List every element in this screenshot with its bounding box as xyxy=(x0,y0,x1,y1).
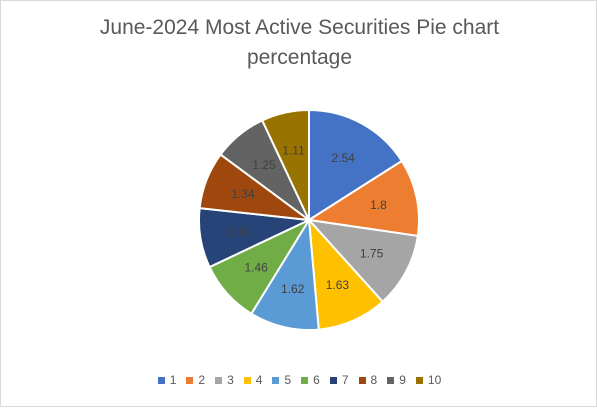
legend-swatch-1 xyxy=(157,376,165,384)
legend-swatch-7 xyxy=(329,376,337,384)
legend-item-2: 2 xyxy=(186,373,205,387)
legend-label-1: 1 xyxy=(169,373,177,387)
legend-item-7: 7 xyxy=(329,373,349,387)
legend-item-5: 5 xyxy=(272,373,291,387)
data-label-1: 2.54 xyxy=(331,151,355,165)
legend-label-10: 10 xyxy=(427,373,442,387)
data-label-9: 1.25 xyxy=(252,158,276,172)
legend-label-2: 2 xyxy=(198,373,206,387)
pie-slice-3 xyxy=(308,219,419,303)
data-label-7: 1.39 xyxy=(227,225,251,239)
pie-slice-4 xyxy=(308,219,384,331)
legend-item-10: 10 xyxy=(415,373,442,387)
data-label-4: 1.63 xyxy=(326,278,350,292)
data-label-3: 1.75 xyxy=(360,247,384,261)
legend-label-8: 8 xyxy=(370,373,378,387)
legend-item-4: 4 xyxy=(243,373,263,387)
data-label-10: 1.11 xyxy=(282,144,305,158)
legend-label-7: 7 xyxy=(341,373,349,387)
pie-slice-2 xyxy=(308,159,420,237)
legend-item-3: 3 xyxy=(215,373,234,387)
chart-title: June-2024 Most Active Securities Pie cha… xyxy=(1,13,597,73)
legend-item-1: 1 xyxy=(157,373,177,387)
data-label-2: 1.8 xyxy=(370,198,387,212)
legend: 1 2 3 4 5 6 7 8 9 10 xyxy=(1,373,597,387)
pie-data-labels: 2.54 1.8 1.75 1.63 1.62 1.46 1.39 1.34 1.25 1.11 xyxy=(227,144,387,296)
legend-swatch-9 xyxy=(387,376,395,384)
legend-swatch-5 xyxy=(272,376,280,384)
legend-swatch-3 xyxy=(215,376,223,384)
pie-slice-5 xyxy=(250,219,320,331)
legend-swatch-2 xyxy=(186,376,194,384)
pie-slices xyxy=(198,109,420,331)
legend-label-4: 4 xyxy=(255,373,263,387)
legend-swatch-8 xyxy=(358,376,366,384)
legend-swatch-10 xyxy=(415,376,423,384)
data-label-8: 1.34 xyxy=(231,187,255,201)
legend-item-9: 9 xyxy=(387,373,406,387)
pie-slice-10 xyxy=(261,109,310,221)
legend-swatch-6 xyxy=(301,376,309,384)
legend-label-5: 5 xyxy=(284,373,292,387)
chart-title-line-1: June-2024 Most Active Securities Pie cha… xyxy=(99,16,500,39)
legend-label-6: 6 xyxy=(313,373,320,387)
data-label-5: 1.62 xyxy=(281,282,305,296)
legend-swatch-4 xyxy=(243,376,251,384)
chart-title-line-2: percentage xyxy=(246,46,353,69)
legend-label-3: 3 xyxy=(227,373,234,387)
pie-slice-1 xyxy=(308,109,403,221)
legend-item-8: 8 xyxy=(358,373,378,387)
legend-item-6: 6 xyxy=(301,373,320,387)
legend-label-9: 9 xyxy=(399,373,406,387)
data-label-6: 1.46 xyxy=(244,260,268,274)
